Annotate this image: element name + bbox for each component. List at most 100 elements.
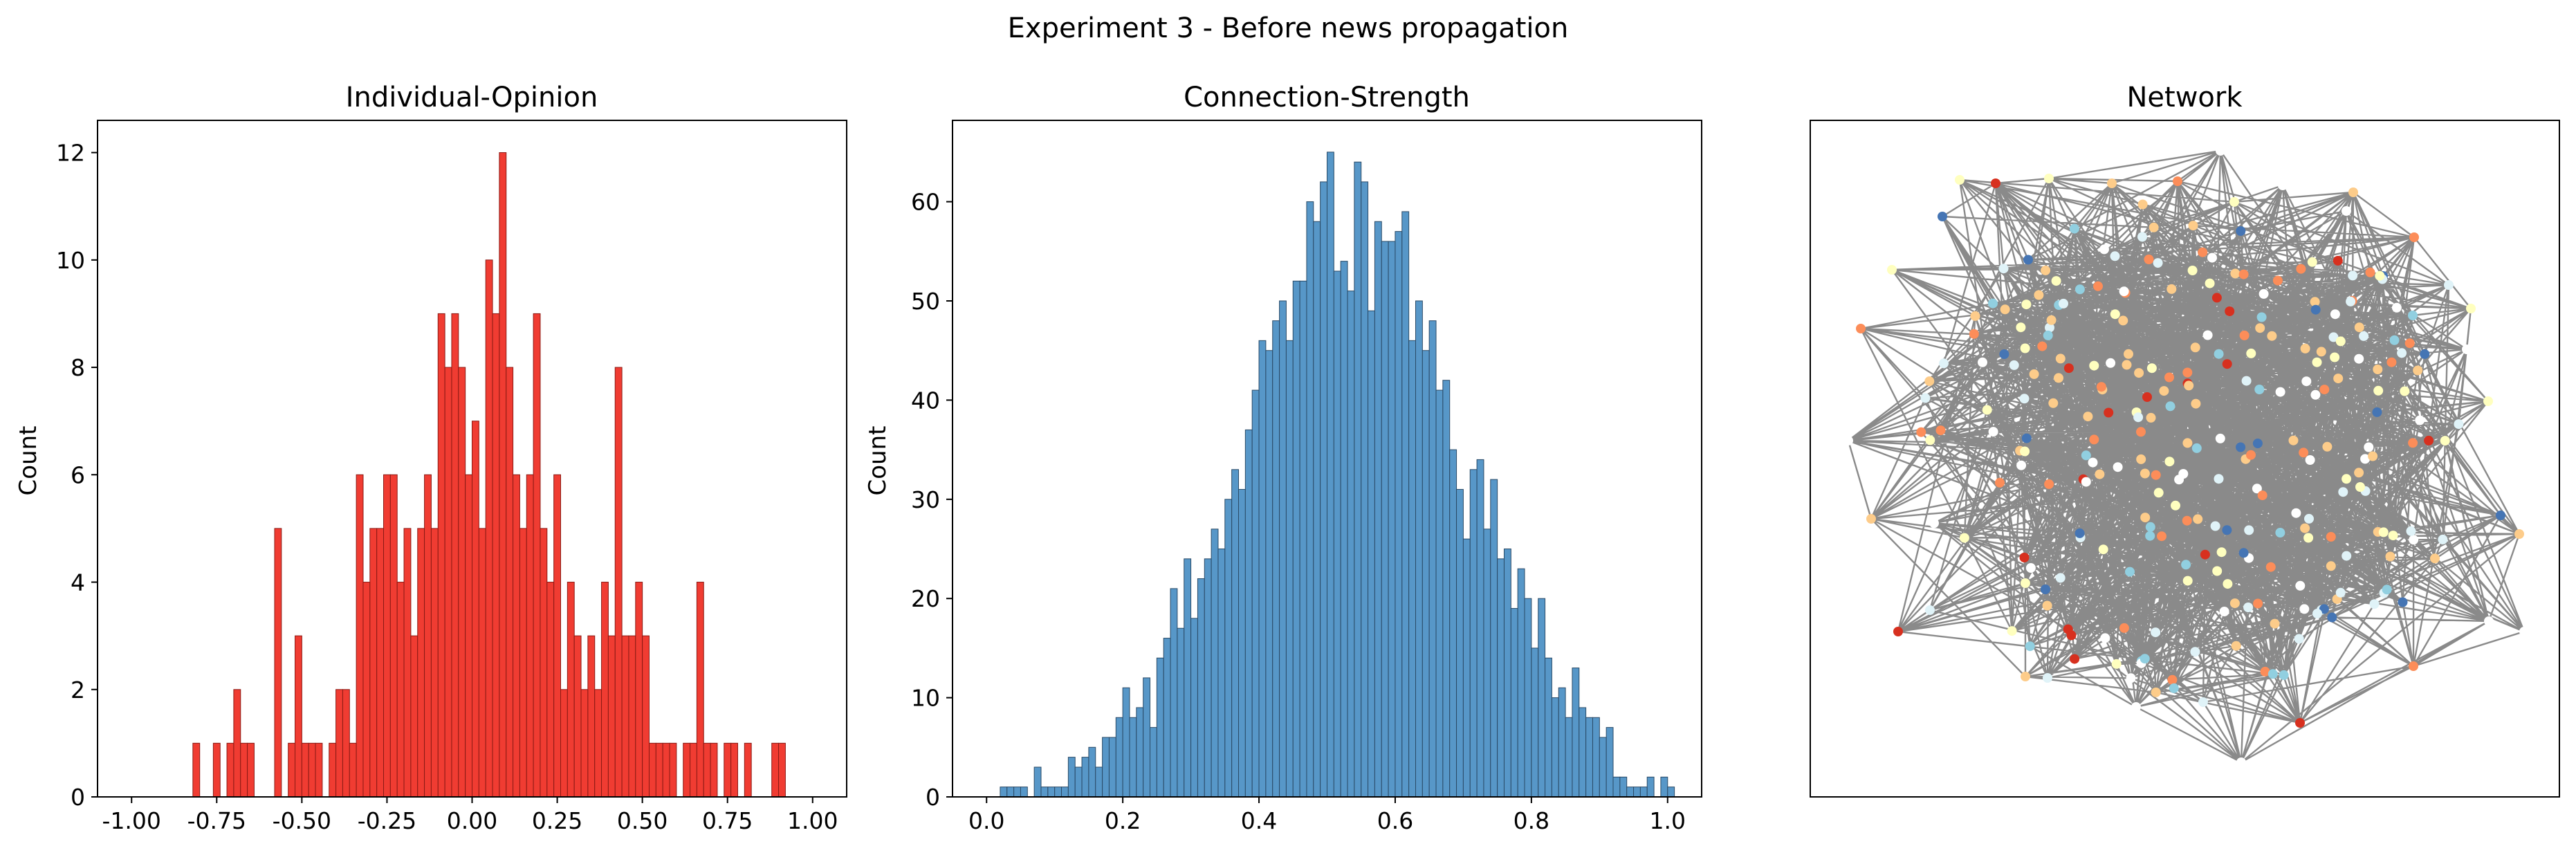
network-node <box>2300 343 2310 353</box>
opinion-bar <box>315 742 323 798</box>
strength-bar <box>1040 787 1049 798</box>
network-node <box>2193 514 2203 524</box>
strength-bar <box>1095 766 1103 798</box>
network-node <box>2051 276 2061 286</box>
network-node <box>2252 439 2263 448</box>
network-node <box>2074 284 2085 295</box>
strength-bar <box>1531 647 1539 798</box>
network-node <box>2355 482 2365 492</box>
network-node <box>2420 349 2430 359</box>
opinion-bar <box>655 742 663 798</box>
network-node <box>2113 462 2123 472</box>
opinion-xtick-label: 0.00 <box>447 807 497 834</box>
figure-suptitle: Experiment 3 - Before news propagation <box>1008 12 1569 44</box>
strength-bar <box>1279 300 1287 798</box>
network-node <box>1920 393 1931 403</box>
strength-plot-frame <box>952 120 1702 798</box>
network-node <box>2043 330 2053 340</box>
network-node <box>2338 487 2348 497</box>
network-node <box>2134 368 2144 378</box>
network-node <box>2348 270 2358 281</box>
opinion-ytick-label: 8 <box>71 354 85 381</box>
opinion-bar <box>642 635 650 798</box>
opinion-bar <box>573 635 582 798</box>
opinion-bar <box>662 742 670 798</box>
strength-bar <box>1633 787 1641 798</box>
strength-bar <box>1456 488 1464 798</box>
network-node <box>2181 560 2191 570</box>
opinion-bars <box>192 152 786 798</box>
network-node <box>2238 548 2249 558</box>
network-node <box>2055 573 2066 583</box>
network-node <box>1924 376 1935 387</box>
opinion-bar <box>614 367 623 798</box>
strength-ytick-label: 50 <box>911 288 940 315</box>
opinion-bar <box>212 742 221 798</box>
network-node <box>2288 435 2299 445</box>
network-node <box>2373 385 2384 396</box>
network-node <box>2164 372 2174 383</box>
network-node <box>2043 673 2052 683</box>
network-node <box>2415 415 2425 425</box>
network-node <box>2044 174 2054 183</box>
strength-bar <box>1170 588 1178 798</box>
strength-bar <box>1354 161 1362 798</box>
strength-bar <box>1156 657 1164 798</box>
network-node <box>1970 311 1980 321</box>
network-node <box>2214 474 2224 484</box>
network-node <box>2054 373 2063 383</box>
network-node <box>2319 604 2329 614</box>
network-node <box>1925 435 1935 445</box>
network-node <box>1887 265 1897 275</box>
strength-bar <box>1211 528 1219 798</box>
network-node <box>2385 551 2395 562</box>
opinion-bar <box>274 528 282 798</box>
network-node <box>1935 425 1946 436</box>
network-nodes <box>1843 146 2529 767</box>
network-node <box>2333 374 2344 384</box>
strength-bar <box>1435 389 1444 798</box>
network-node <box>2389 335 2400 345</box>
network-node <box>2151 627 2161 638</box>
strength-bar <box>1538 598 1546 798</box>
opinion-bar <box>451 313 459 798</box>
strength-bar <box>1592 717 1600 798</box>
opinion-xtick-label: 0.50 <box>617 807 668 834</box>
strength-axes: 0.0 0.2 0.4 0.6 0.8 1.0 0 10 20 30 40 50 60 <box>911 189 1686 834</box>
network-node <box>2279 670 2289 680</box>
network-node <box>2327 612 2337 623</box>
network-node <box>2239 330 2250 340</box>
opinion-bar <box>492 313 500 798</box>
network-node <box>2319 385 2330 395</box>
network-node <box>2191 398 2201 409</box>
network-node <box>2295 718 2305 728</box>
network-node <box>2007 626 2017 636</box>
network-node <box>1988 298 1998 309</box>
opinion-bar <box>349 742 357 798</box>
strength-bar <box>1251 389 1260 798</box>
strength-bar <box>1115 717 1123 798</box>
network-node <box>2110 309 2120 320</box>
network-node <box>2104 407 2114 418</box>
network-node <box>2409 661 2418 671</box>
network-node <box>2354 353 2364 364</box>
network-node <box>1991 178 2000 188</box>
network-node <box>2375 270 2385 281</box>
opinion-xtick-label: -0.75 <box>187 807 246 834</box>
strength-bar <box>1258 340 1267 798</box>
opinion-bar <box>356 474 364 798</box>
network-node <box>2136 427 2146 437</box>
opinion-axes: -1.00 -0.75 -0.50 -0.25 0.00 0.25 0.50 0.75 1.00… <box>56 140 838 834</box>
strength-ytick-label: 30 <box>911 486 940 513</box>
opinion-bar <box>301 742 309 798</box>
network-node <box>2258 288 2269 299</box>
strength-bar <box>1231 469 1240 798</box>
network-node <box>2157 531 2166 542</box>
opinion-xtick-label: 1.00 <box>787 807 838 834</box>
strength-bar <box>1088 746 1096 798</box>
strength-bar <box>1320 181 1328 798</box>
opinion-bar <box>342 689 350 798</box>
opinion-bar <box>376 528 385 798</box>
network-node <box>2025 641 2035 652</box>
network-node <box>2295 580 2306 591</box>
